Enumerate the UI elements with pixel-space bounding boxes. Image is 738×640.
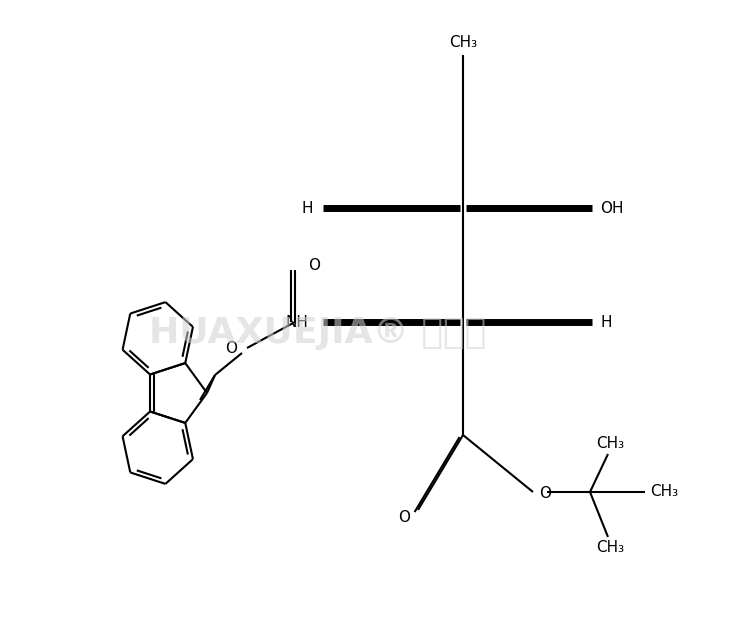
Text: CH₃: CH₃	[596, 436, 624, 451]
Text: CH₃: CH₃	[596, 540, 624, 554]
Text: H: H	[600, 314, 612, 330]
Text: CH₃: CH₃	[449, 35, 477, 49]
Text: H: H	[302, 200, 313, 216]
Text: O: O	[539, 486, 551, 502]
Text: NH: NH	[285, 314, 308, 330]
Text: OH: OH	[600, 200, 624, 216]
Text: CH₃: CH₃	[650, 484, 678, 499]
Text: O: O	[225, 340, 237, 355]
Text: HUAXUEJIA® 化学加: HUAXUEJIA® 化学加	[149, 316, 486, 350]
Text: O: O	[308, 257, 320, 273]
Text: O: O	[398, 509, 410, 525]
